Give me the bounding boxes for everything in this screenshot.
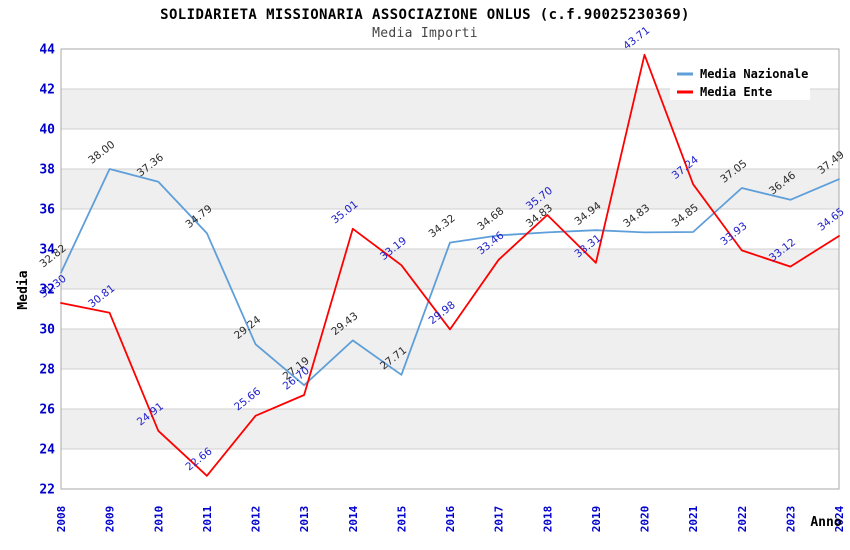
y-tick-label: 42 (39, 83, 55, 98)
x-tick-label: 2009 (104, 506, 117, 533)
data-label-media-ente: 43.71 (621, 24, 652, 52)
x-tick-label: 2024 (833, 505, 846, 532)
x-tick-label: 2021 (687, 505, 700, 532)
y-tick-label: 44 (39, 43, 55, 58)
x-tick-label: 2013 (298, 506, 311, 533)
x-tick-label: 2008 (55, 506, 68, 533)
series-line-media-nazionale (60, 168, 840, 387)
x-tick-label: 2011 (201, 505, 214, 532)
y-tick-label: 34 (39, 243, 55, 258)
y-tick-label: 24 (39, 443, 55, 458)
plot-band (61, 369, 839, 409)
y-tick-label: 22 (39, 483, 55, 498)
plot-band (61, 329, 839, 369)
y-axis-title: Media (16, 270, 31, 309)
y-tick-label: 32 (39, 283, 55, 298)
x-tick-label: 2018 (541, 506, 554, 533)
series-line-media-ente (60, 53, 840, 477)
x-tick-label: 2010 (152, 506, 165, 533)
chart-title: SOLIDARIETA MISSIONARIA ASSOCIAZIONE ONL… (160, 7, 690, 23)
x-tick-label: 2016 (444, 505, 457, 532)
x-axis-title: Anno (810, 515, 841, 530)
x-tick-label: 2019 (590, 506, 603, 533)
x-tick-label: 2020 (639, 506, 652, 533)
y-tick-label: 40 (39, 123, 55, 138)
plot-band (61, 249, 839, 289)
y-tick-label: 36 (39, 203, 55, 218)
plot-band (61, 449, 839, 489)
legend (670, 50, 810, 100)
x-tick-label: 2023 (784, 506, 797, 533)
legend-label-media-nazionale: Media Nazionale (700, 67, 808, 81)
plot-border (60, 48, 840, 490)
plot-band (61, 409, 839, 449)
y-tick-label: 38 (39, 163, 55, 178)
y-tick-label: 28 (39, 363, 55, 378)
chart-subtitle: Media Importi (372, 26, 478, 41)
x-tick-label: 2015 (395, 506, 408, 533)
x-tick-label: 2014 (347, 505, 360, 532)
plot-band (61, 289, 839, 329)
x-tick-label: 2022 (736, 506, 749, 533)
y-tick-label: 26 (39, 403, 55, 418)
x-tick-label: 2012 (250, 506, 263, 533)
x-tick-label: 2017 (493, 506, 506, 533)
y-tick-label: 30 (39, 323, 55, 338)
plot-band (61, 169, 839, 209)
legend-label-media-ente: Media Ente (700, 85, 772, 99)
plot-band (61, 129, 839, 169)
